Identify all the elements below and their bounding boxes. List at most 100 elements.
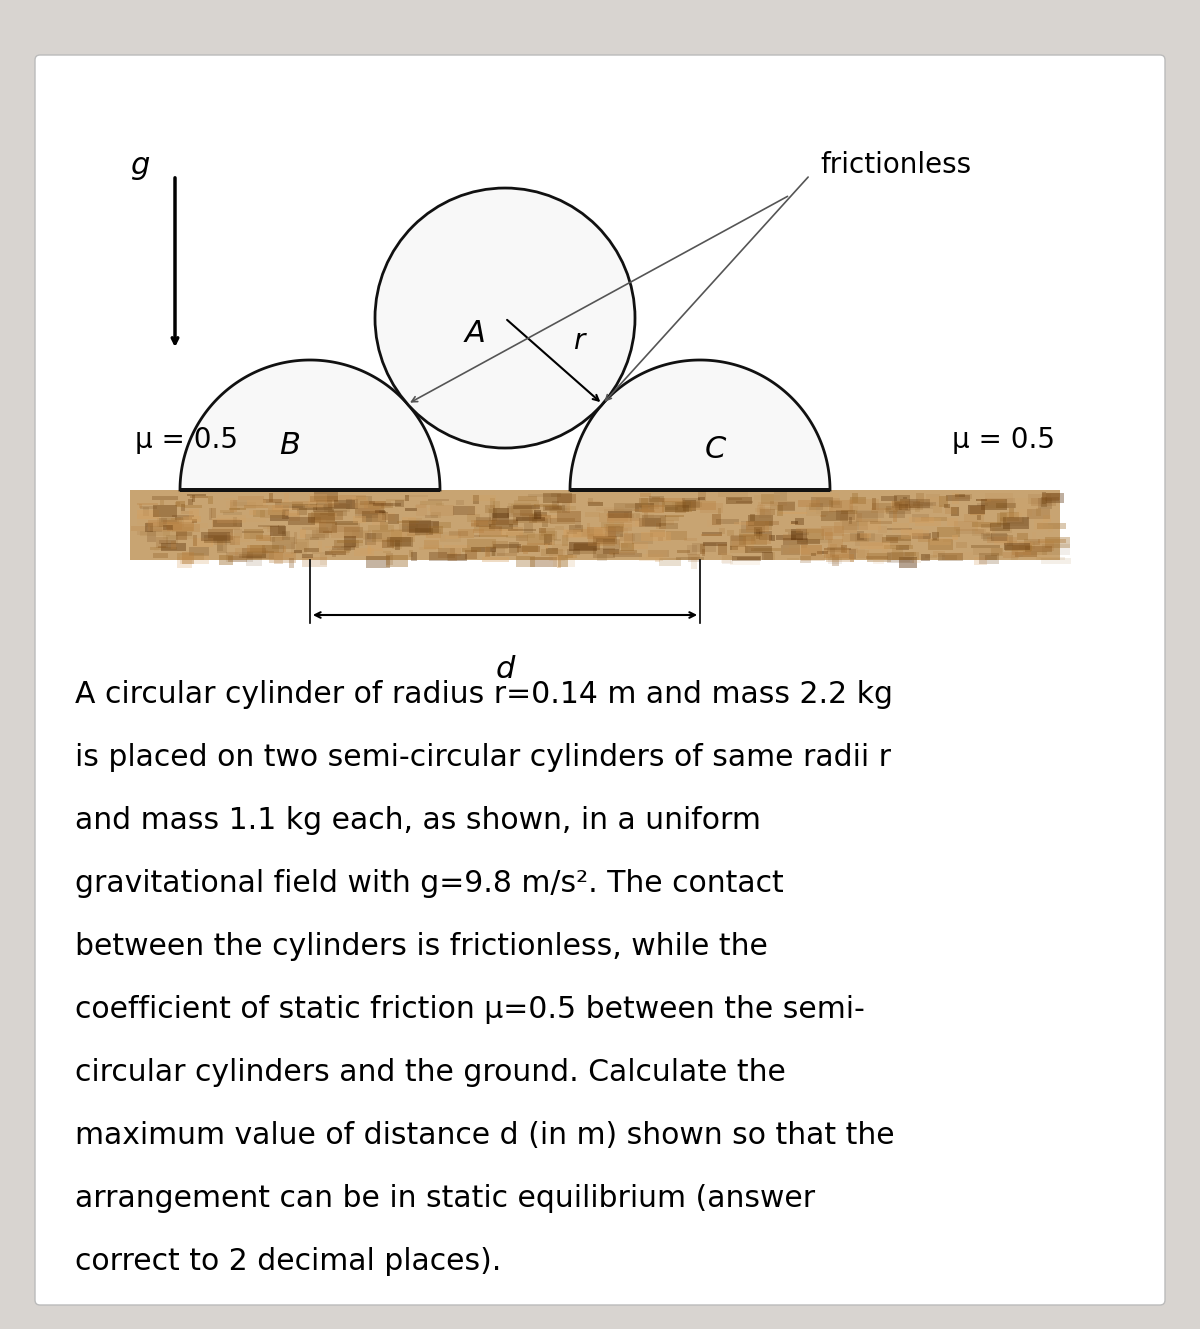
Bar (317, 528, 332, 536)
Bar (368, 525, 395, 532)
Bar (294, 550, 302, 553)
Bar (558, 556, 569, 566)
Bar (1034, 520, 1049, 530)
Bar (734, 522, 754, 525)
Bar (850, 505, 858, 513)
Bar (466, 550, 478, 558)
Bar (233, 517, 238, 526)
Bar (386, 556, 408, 567)
Bar (523, 552, 528, 554)
Bar (761, 493, 774, 504)
Bar (305, 505, 323, 508)
Bar (227, 552, 253, 562)
Bar (610, 549, 616, 556)
Bar (758, 508, 770, 518)
Bar (730, 536, 745, 546)
Text: arrangement can be in static equilibrium (answer: arrangement can be in static equilibrium… (74, 1184, 815, 1213)
Bar (365, 501, 385, 509)
Bar (446, 554, 467, 561)
Bar (887, 534, 911, 541)
Bar (650, 498, 659, 509)
Bar (934, 538, 937, 540)
Bar (698, 492, 707, 501)
Bar (450, 549, 461, 557)
Bar (482, 557, 509, 562)
Bar (833, 554, 839, 566)
Bar (587, 522, 590, 533)
Bar (211, 518, 240, 530)
Bar (352, 497, 368, 508)
Bar (988, 537, 1016, 544)
Bar (642, 514, 666, 525)
Bar (828, 557, 842, 563)
Bar (784, 534, 806, 541)
Bar (922, 554, 930, 561)
Bar (236, 518, 266, 522)
Bar (574, 542, 600, 550)
Bar (904, 497, 906, 498)
Bar (980, 498, 1007, 509)
Bar (154, 505, 176, 517)
Bar (491, 520, 518, 525)
Bar (181, 510, 193, 514)
Bar (490, 524, 514, 529)
Bar (146, 522, 167, 528)
Bar (449, 553, 457, 561)
Bar (715, 518, 739, 524)
Bar (488, 508, 515, 513)
Bar (892, 548, 902, 560)
Bar (430, 552, 446, 561)
Bar (1046, 493, 1064, 502)
Bar (440, 532, 461, 542)
Bar (488, 528, 518, 530)
Bar (318, 541, 322, 553)
Bar (373, 504, 401, 506)
Bar (472, 494, 497, 501)
Bar (137, 502, 158, 505)
Bar (889, 512, 905, 518)
Bar (677, 550, 690, 553)
Bar (516, 534, 528, 541)
Bar (899, 504, 908, 509)
Bar (557, 512, 581, 522)
Bar (604, 540, 619, 550)
Bar (310, 496, 338, 502)
Bar (257, 536, 271, 541)
Bar (841, 545, 847, 553)
Bar (1001, 512, 1019, 521)
Bar (407, 534, 420, 537)
Bar (427, 508, 431, 510)
Text: between the cylinders is frictionless, while the: between the cylinders is frictionless, w… (74, 932, 768, 961)
Bar (140, 532, 170, 536)
Bar (858, 510, 884, 518)
Bar (467, 540, 496, 548)
Bar (217, 541, 227, 553)
Bar (928, 538, 953, 550)
Bar (211, 509, 216, 518)
Bar (422, 497, 426, 502)
Bar (894, 496, 910, 506)
Bar (331, 550, 350, 553)
Bar (607, 528, 628, 534)
Bar (587, 501, 600, 504)
Bar (532, 514, 541, 522)
Bar (588, 502, 602, 506)
Bar (175, 532, 192, 537)
Text: maximum value of distance d (in m) shown so that the: maximum value of distance d (in m) shown… (74, 1120, 895, 1150)
Bar (598, 541, 619, 545)
Bar (665, 514, 684, 517)
Bar (458, 529, 474, 538)
Bar (796, 529, 821, 533)
Bar (1019, 542, 1036, 549)
Bar (390, 529, 415, 538)
Bar (676, 557, 704, 561)
Bar (967, 505, 985, 514)
Bar (522, 545, 539, 552)
Bar (425, 536, 446, 541)
Bar (912, 558, 920, 562)
Bar (809, 504, 823, 510)
Bar (607, 512, 632, 518)
Bar (1003, 553, 1019, 558)
Bar (700, 502, 724, 513)
Bar (344, 528, 364, 538)
